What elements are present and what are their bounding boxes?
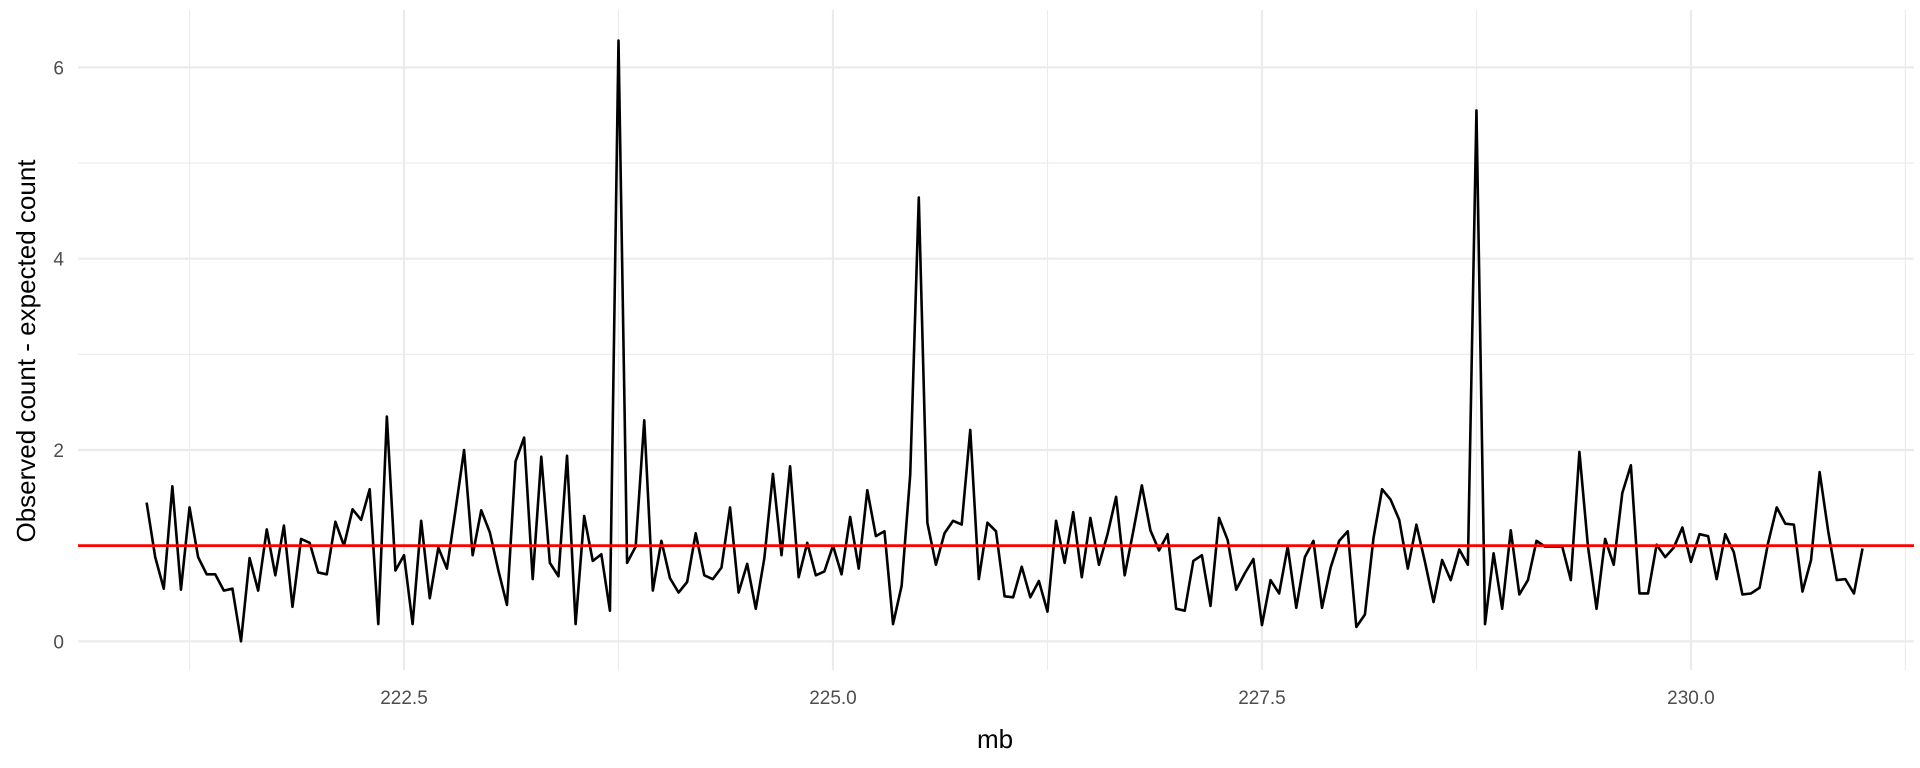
series-line bbox=[145, 39, 1864, 643]
tick-label-layer: 222.5 225.0 227.5 230.0 0 2 4 6 bbox=[53, 58, 1714, 709]
y-tick-label: 6 bbox=[53, 58, 64, 79]
y-tick-label: 2 bbox=[53, 441, 64, 462]
x-tick-label: 230.0 bbox=[1667, 688, 1715, 709]
x-tick-label: 227.5 bbox=[1238, 688, 1286, 709]
data-layer bbox=[78, 39, 1914, 643]
x-tick-label: 222.5 bbox=[380, 688, 428, 709]
x-axis-title: mb bbox=[977, 724, 1013, 754]
y-axis-title: Observed count - expected count bbox=[11, 159, 41, 543]
x-tick-label: 225.0 bbox=[809, 688, 857, 709]
y-tick-label: 0 bbox=[53, 632, 64, 653]
y-tick-label: 4 bbox=[53, 250, 64, 271]
